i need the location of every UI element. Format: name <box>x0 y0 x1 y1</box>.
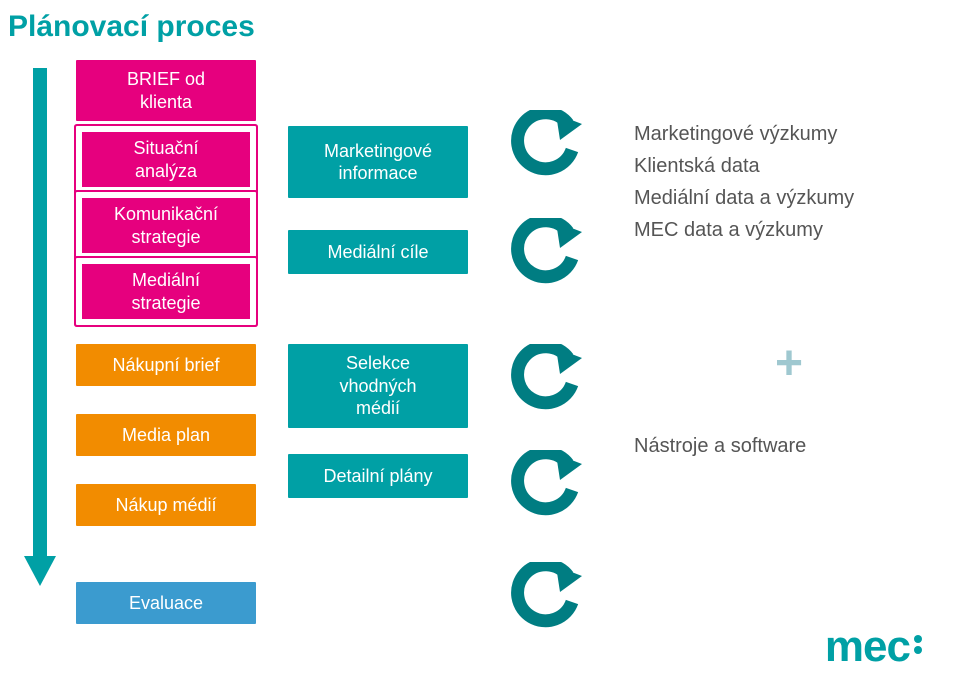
inputs-column: Marketingové výzkumy Klientská data Medi… <box>634 118 944 246</box>
logo-text: mec <box>825 622 910 671</box>
mec-logo: mec <box>825 622 930 674</box>
input-line-2: Mediální data a výzkumy <box>634 182 944 214</box>
input-line-0: Marketingové výzkumy <box>634 118 944 150</box>
cycle-arrow-icon-0 <box>494 110 584 180</box>
step-box-5: Media plan <box>76 414 256 456</box>
arrow-shaft <box>33 68 47 558</box>
input-line-3: MEC data a výzkumy <box>634 214 944 246</box>
step-box-4: Nákupní brief <box>76 344 256 386</box>
plus-icon: + <box>775 337 803 390</box>
step-box-1: Situačníanalýza <box>76 126 256 193</box>
deliverable-box-3: Detailní plány <box>288 454 468 498</box>
step-box-6: Nákup médií <box>76 484 256 526</box>
tools-text: Nástroje a software <box>634 430 944 462</box>
cycle-arrow-icon-1 <box>494 218 584 288</box>
cycle-arrow-icon-3 <box>494 450 584 520</box>
page-title: Plánovací proces <box>8 10 255 44</box>
step-box-0: BRIEF odklienta <box>76 60 256 121</box>
input-line-1: Klientská data <box>634 150 944 182</box>
arrow-head <box>24 556 56 586</box>
deliverable-box-0: Marketingovéinformace <box>288 126 468 198</box>
plus-symbol: + <box>634 340 944 388</box>
step-box-2: Komunikačnístrategie <box>76 192 256 259</box>
deliverable-box-1: Mediální cíle <box>288 230 468 274</box>
tools-line: Nástroje a software <box>634 430 944 462</box>
step-box-7: Evaluace <box>76 582 256 624</box>
deliverable-box-2: Selekcevhodnýchmédií <box>288 344 468 428</box>
process-arrow <box>24 68 56 588</box>
cycle-arrow-icon-4 <box>494 562 584 632</box>
step-box-3: Mediálnístrategie <box>76 258 256 325</box>
logo-dots-icon <box>912 624 930 674</box>
cycle-arrow-icon-2 <box>494 344 584 414</box>
